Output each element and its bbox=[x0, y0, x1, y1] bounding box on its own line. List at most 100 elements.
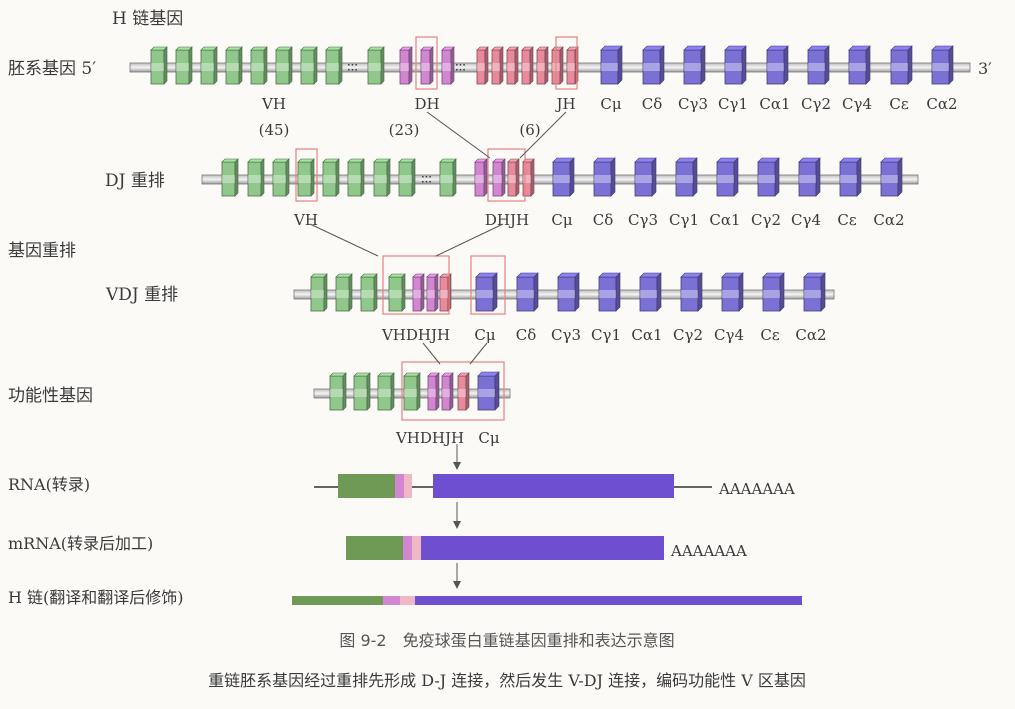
germline-label: 胚系基因 5′ bbox=[8, 59, 96, 79]
rna-j-region bbox=[404, 474, 412, 498]
constant-region-labels: Cμ Cδ Cγ3 Cγ1 Cα1 Cγ2 Cγ4 Cε Cα2 Cμ Cδ Cγ3 Cγ1 Cα1 Cγ2… bbox=[474, 95, 957, 344]
functional-cmu-label: Cμ bbox=[478, 429, 499, 447]
hchain-j-region bbox=[400, 596, 415, 605]
dj-c-label-4: Cγ1 bbox=[669, 211, 699, 229]
germline-c-segment-6 bbox=[807, 45, 830, 85]
dj-d-segment-2 bbox=[492, 158, 506, 197]
germline-j-segment-7 bbox=[566, 46, 579, 85]
germline-v-segment-4 bbox=[225, 46, 243, 85]
dj-c-segment-9 bbox=[880, 157, 903, 197]
arrow-head-1 bbox=[453, 462, 461, 470]
vdj-c-segment-7 bbox=[721, 272, 744, 312]
germline-c-label-2: Cδ bbox=[642, 95, 663, 113]
germline-d-segment-3 bbox=[441, 46, 455, 85]
germline-dh-label: DH bbox=[414, 95, 439, 113]
dh-highlight-box bbox=[415, 36, 438, 90]
vdj-v-segment-3 bbox=[360, 273, 378, 312]
functional-v-segment-1 bbox=[329, 372, 347, 411]
dj-v-segment-last-1 bbox=[439, 158, 457, 197]
chromosome-lines bbox=[129, 62, 971, 399]
dj-c-label-1: Cμ bbox=[551, 211, 572, 229]
vdj-c-segment-4 bbox=[598, 272, 621, 312]
functional-c-segment-1 bbox=[477, 371, 500, 411]
dj-c-label-6: Cγ2 bbox=[751, 211, 781, 229]
dh-connector bbox=[426, 111, 491, 159]
germline-vh-count: (45) bbox=[259, 121, 290, 139]
vdj-c-segment-5 bbox=[639, 272, 662, 312]
vdj-c-segment-6 bbox=[680, 272, 703, 312]
germline-gap-dots-1: ∶∶∶ bbox=[347, 60, 358, 76]
germline-dh-count: (23) bbox=[389, 121, 420, 139]
vdj-label: VDJ 重排 bbox=[105, 285, 178, 305]
connector-lines bbox=[309, 111, 567, 583]
germline-jh-label: JH bbox=[554, 95, 575, 113]
vdj-v-segment-4 bbox=[388, 273, 406, 312]
dj-v-segment-8 bbox=[398, 158, 416, 197]
vh-connector bbox=[309, 223, 379, 257]
rna-c-region bbox=[433, 474, 674, 498]
mrna-j-region bbox=[412, 536, 421, 560]
vdj-c-label-8: Cε bbox=[760, 326, 779, 344]
germline-c-label-7: Cγ4 bbox=[842, 95, 872, 113]
rna-label: RNA(转录) bbox=[8, 475, 90, 494]
functional-highlight-box bbox=[401, 361, 505, 421]
jh-highlight-box bbox=[555, 36, 578, 90]
text-labels: H 链基因 胚系基因 5′ 3′ VH DH JH (45) (23) (6) … bbox=[8, 9, 992, 690]
germline-d-segment-2 bbox=[420, 46, 434, 85]
vh-highlight-box bbox=[295, 148, 318, 202]
germline-c-label-1: Cμ bbox=[600, 95, 621, 113]
germline-c-segment-8 bbox=[890, 45, 913, 85]
dj-c-label-8: Cε bbox=[837, 211, 856, 229]
hchain-c-region bbox=[415, 596, 802, 605]
germline-c-segment-7 bbox=[848, 45, 871, 85]
germline-c-segment-5 bbox=[766, 45, 789, 85]
figure-caption: 图 9-2 免疫球蛋白重链基因重排和表达示意图 bbox=[339, 631, 674, 650]
germline-vh-label: VH bbox=[261, 95, 286, 113]
germline-j-segment-4 bbox=[521, 46, 534, 85]
dj-vh-label: VH bbox=[293, 211, 318, 229]
functional-v-segment-4 bbox=[403, 372, 421, 411]
dj-v-segment-4 bbox=[297, 158, 315, 197]
germline-v-segment-7 bbox=[300, 46, 318, 85]
germline-c-segment-4 bbox=[724, 45, 747, 85]
germline-j-segment-6 bbox=[551, 46, 564, 85]
vdj-c-segment-2 bbox=[516, 272, 539, 312]
dj-c-segment-3 bbox=[634, 157, 657, 197]
vdj-c-label-9: Cα2 bbox=[795, 326, 826, 344]
functional-d-segment-2 bbox=[441, 372, 454, 411]
germline-v-segment-last-1 bbox=[367, 46, 385, 85]
arrow-head-2 bbox=[453, 521, 461, 529]
functional-v-segment-3 bbox=[377, 372, 395, 411]
dj-c-segment-4 bbox=[675, 157, 698, 197]
dj-c-label-3: Cγ3 bbox=[628, 211, 658, 229]
rna-v-region bbox=[338, 474, 395, 498]
functional-vhdhjh-label: VHDHJH bbox=[395, 429, 464, 447]
germline-j-segment-3 bbox=[506, 46, 519, 85]
germline-chromosome bbox=[129, 62, 971, 73]
mrna-d-region bbox=[403, 536, 412, 560]
vdj-connector-right bbox=[469, 342, 488, 365]
arrow-head-3 bbox=[453, 581, 461, 589]
mrna-v-region bbox=[346, 536, 403, 560]
mrna-label: mRNA(转录后加工) bbox=[8, 534, 153, 553]
dj-j-segment-2 bbox=[522, 158, 535, 197]
cmu-highlight-box bbox=[470, 255, 506, 315]
dj-j-segment-1 bbox=[507, 158, 520, 197]
germline-c-label-8: Cε bbox=[889, 95, 908, 113]
vdj-vhdhjh-label: VHDHJH bbox=[381, 326, 450, 344]
mrna-transcript bbox=[346, 536, 664, 560]
dj-c-segment-2 bbox=[593, 157, 616, 197]
germline-d-segment-1 bbox=[399, 46, 413, 85]
germline-c-label-5: Cα1 bbox=[759, 95, 790, 113]
germline-j-segment-2 bbox=[491, 46, 504, 85]
germline-v-segment-8 bbox=[325, 46, 343, 85]
functional-v-segment-2 bbox=[353, 372, 371, 411]
dj-v-segment-1 bbox=[221, 158, 239, 197]
rna-polya: AAAAAAA bbox=[718, 480, 795, 498]
germline-jh-count: (6) bbox=[519, 121, 540, 139]
vdj-c-label-2: Cδ bbox=[516, 326, 537, 344]
germline-end-label: 3′ bbox=[978, 59, 992, 78]
dj-v-segment-6 bbox=[347, 158, 365, 197]
vdj-c-label-3: Cγ3 bbox=[551, 326, 581, 344]
functional-j-segment-1 bbox=[457, 372, 470, 411]
